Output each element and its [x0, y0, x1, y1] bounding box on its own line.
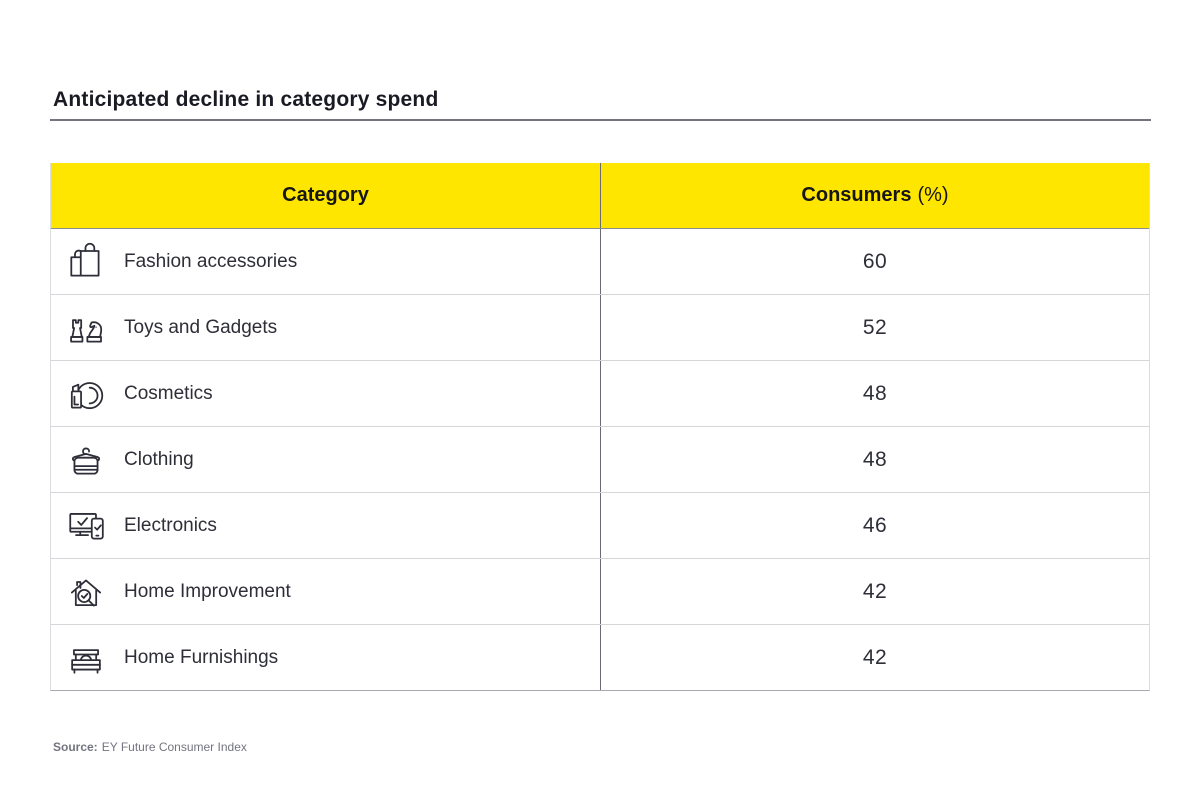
- table-row: Electronics 46: [51, 493, 1149, 559]
- source-text: EY Future Consumer Index: [101, 740, 247, 754]
- category-cell: Cosmetics: [51, 361, 600, 426]
- category-cell: Home Improvement: [51, 559, 600, 624]
- value-cell: 42: [600, 625, 1149, 690]
- table-row: Fashion accessories 60: [51, 229, 1149, 295]
- category-label: Toys and Gadgets: [124, 316, 278, 338]
- category-cell: Fashion accessories: [51, 229, 600, 294]
- category-spend-table: Category Consumers (%) Fashion accessori…: [50, 163, 1150, 691]
- column-header-consumers: Consumers (%): [600, 163, 1149, 228]
- value-cell: 60: [600, 229, 1149, 294]
- category-cell: Home Furnishings: [51, 625, 600, 690]
- table-row: Toys and Gadgets 52: [51, 295, 1149, 361]
- category-label: Electronics: [124, 514, 217, 536]
- category-label: Home Furnishings: [124, 646, 279, 668]
- title-underline: [50, 119, 1151, 121]
- value-cell: 48: [600, 361, 1149, 426]
- table-row: Home Furnishings 42: [51, 625, 1149, 690]
- category-cell: Electronics: [51, 493, 600, 558]
- table-row: Cosmetics 48: [51, 361, 1149, 427]
- lipstick-mirror-icon: [64, 372, 108, 416]
- table-row: Clothing 48: [51, 427, 1149, 493]
- shopping-bags-icon: [64, 240, 108, 284]
- hanger-garment-icon: [64, 438, 108, 482]
- source-note: Source: EY Future Consumer Index: [53, 740, 247, 754]
- page-title: Anticipated decline in category spend: [53, 88, 439, 111]
- value-cell: 48: [600, 427, 1149, 492]
- category-label: Cosmetics: [124, 382, 213, 404]
- house-magnifier-icon: [64, 570, 108, 614]
- table-row: Home Improvement 42: [51, 559, 1149, 625]
- source-label: Source:: [53, 740, 98, 754]
- category-cell: Toys and Gadgets: [51, 295, 600, 360]
- consumers-header-label: Consumers: [801, 184, 912, 206]
- value-cell: 52: [600, 295, 1149, 360]
- category-label: Clothing: [124, 448, 194, 470]
- value-cell: 46: [600, 493, 1149, 558]
- devices-check-icon: [64, 504, 108, 548]
- chess-pieces-icon: [64, 306, 108, 350]
- category-cell: Clothing: [51, 427, 600, 492]
- bed-icon: [64, 636, 108, 680]
- category-label: Fashion accessories: [124, 250, 298, 272]
- category-label: Home Improvement: [124, 580, 291, 602]
- table-body: Fashion accessories 60 Toys and Gadgets …: [51, 229, 1149, 690]
- column-header-category: Category: [282, 184, 369, 206]
- consumers-header-unit: (%): [917, 184, 949, 206]
- table-header-row: Category Consumers (%): [51, 163, 1149, 229]
- value-cell: 42: [600, 559, 1149, 624]
